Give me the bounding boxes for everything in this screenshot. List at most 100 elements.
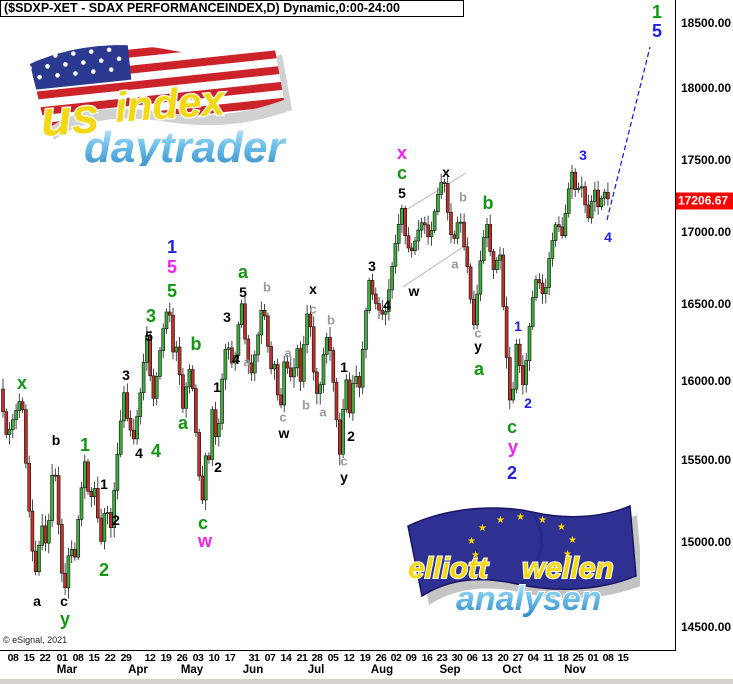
svg-text:★: ★ [538, 515, 547, 526]
wave-label-3: 3 [368, 258, 376, 274]
wave-label-5: 5 [239, 284, 247, 300]
wave-label-a: a [177, 413, 189, 433]
wave-label-y: y [59, 609, 71, 629]
svg-text:★: ★ [568, 535, 577, 546]
date-tick-label: 03 [192, 652, 204, 664]
svg-text:★: ★ [478, 523, 487, 534]
wave-label-3: 3 [579, 147, 587, 163]
logo-word-daytrader: daytrader [84, 123, 287, 166]
month-label: Nov [564, 664, 586, 676]
wave-label-2: 2 [214, 459, 222, 475]
wave-label-a: a [319, 404, 327, 420]
wave-label-1: 1 [100, 476, 108, 492]
price-tick-label: 17500.00 [681, 153, 732, 167]
wave-label-5: 5 [651, 21, 663, 41]
wave-label-c: c [309, 301, 317, 317]
wave-label-x: x [309, 281, 317, 297]
date-tick-label: 27 [512, 652, 524, 664]
date-tick-label: 08 [602, 652, 614, 664]
svg-text:★: ★ [471, 550, 480, 561]
date-tick-label: 23 [436, 652, 448, 664]
date-tick-label: 16 [421, 652, 433, 664]
date-tick-label: 01 [56, 652, 68, 664]
wave-label-y: y [474, 338, 482, 354]
wave-label-4: 4 [232, 351, 240, 367]
svg-text:★: ★ [557, 522, 566, 533]
wave-label-x: x [16, 373, 28, 393]
svg-text:★: ★ [563, 549, 572, 560]
date-tick-label: 26 [176, 652, 188, 664]
date-tick-label: 09 [405, 652, 417, 664]
date-tick-label: 18 [557, 652, 569, 664]
date-tick-label: 20 [497, 652, 509, 664]
price-chart-canvas[interactable] [0, 0, 676, 651]
wave-label-a: a [237, 262, 249, 282]
svg-text:★: ★ [496, 515, 505, 526]
date-tick-label: 30 [451, 652, 463, 664]
window-bottom-edge [0, 679, 733, 684]
wave-label-y: y [507, 437, 519, 457]
price-tick-label: 14500.00 [681, 620, 732, 634]
date-tick-label: 12 [343, 652, 355, 664]
date-tick-label: 06 [466, 652, 478, 664]
channel-line [402, 242, 470, 288]
wave-label-2: 2 [98, 560, 110, 580]
date-tick-label: 31 [248, 652, 260, 664]
date-tick-label: 17 [224, 652, 236, 664]
wave-label-1: 1 [166, 237, 178, 257]
date-tick-label: 10 [208, 652, 220, 664]
wave-label-1: 1 [340, 359, 348, 375]
date-tick-label: 21 [296, 652, 308, 664]
date-tick-label: 15 [617, 652, 629, 664]
month-label: Sep [439, 664, 461, 676]
wave-label-c: c [474, 325, 482, 341]
eu-flag-icon [407, 504, 637, 598]
wave-label-a: a [33, 593, 41, 609]
price-tick-label: 15500.00 [681, 453, 732, 467]
date-tick-label: 05 [327, 652, 339, 664]
eu-stars: ★ ★★ ★★★ ★★★ ★ [467, 512, 577, 571]
wave-label-a: a [451, 256, 459, 272]
logo-word-wellen: wellen [522, 552, 614, 585]
wave-label-4: 4 [150, 441, 162, 461]
wave-label-w: w [197, 531, 213, 551]
wave-label-3: 3 [223, 309, 231, 325]
wave-label-3: 3 [122, 367, 130, 383]
wave-label-1: 1 [514, 318, 522, 334]
month-label: Aug [370, 664, 394, 676]
wave-label-w: w [278, 425, 290, 441]
month-label: May [180, 664, 204, 676]
svg-text:★: ★ [467, 536, 476, 547]
date-tick-label: 29 [120, 652, 132, 664]
wave-label-b: b [327, 312, 335, 328]
wave-label-1: 1 [213, 379, 221, 395]
wave-label-c: c [506, 417, 518, 437]
wave-label-b: b [51, 432, 61, 448]
date-tick-label: 19 [359, 652, 371, 664]
wave-label-1: 1 [79, 435, 91, 455]
wave-label-b: b [482, 193, 494, 213]
month-label: Mar [56, 664, 78, 676]
price-tick-label: 17000.00 [681, 225, 732, 239]
wave-label-b: b [263, 279, 271, 295]
price-tick-label: 18000.00 [681, 81, 732, 95]
date-tick-label: 12 [144, 652, 156, 664]
month-label: Jul [307, 664, 325, 676]
date-tick-label: 08 [72, 652, 84, 664]
svg-text:★: ★ [550, 560, 559, 571]
price-tick-label: 16500.00 [681, 297, 732, 311]
wave-label-c: c [60, 593, 68, 609]
date-tick-label: 07 [264, 652, 276, 664]
wave-label-x: x [396, 143, 408, 163]
wave-label-2: 2 [347, 428, 355, 444]
month-label: Jun [242, 664, 264, 676]
wave-label-1: 1 [651, 2, 663, 22]
chart-title: ($SDXP-XET - SDAX PERFORMANCEINDEX,D) Dy… [0, 0, 464, 17]
month-label: Apr [128, 664, 148, 676]
price-tick-label: 18500.00 [681, 16, 732, 30]
wave-label-c: c [279, 409, 287, 425]
wave-label-5: 5 [145, 328, 153, 344]
date-tick-label: 11 [542, 652, 554, 664]
logo-word-elliott: elliott [408, 552, 490, 585]
